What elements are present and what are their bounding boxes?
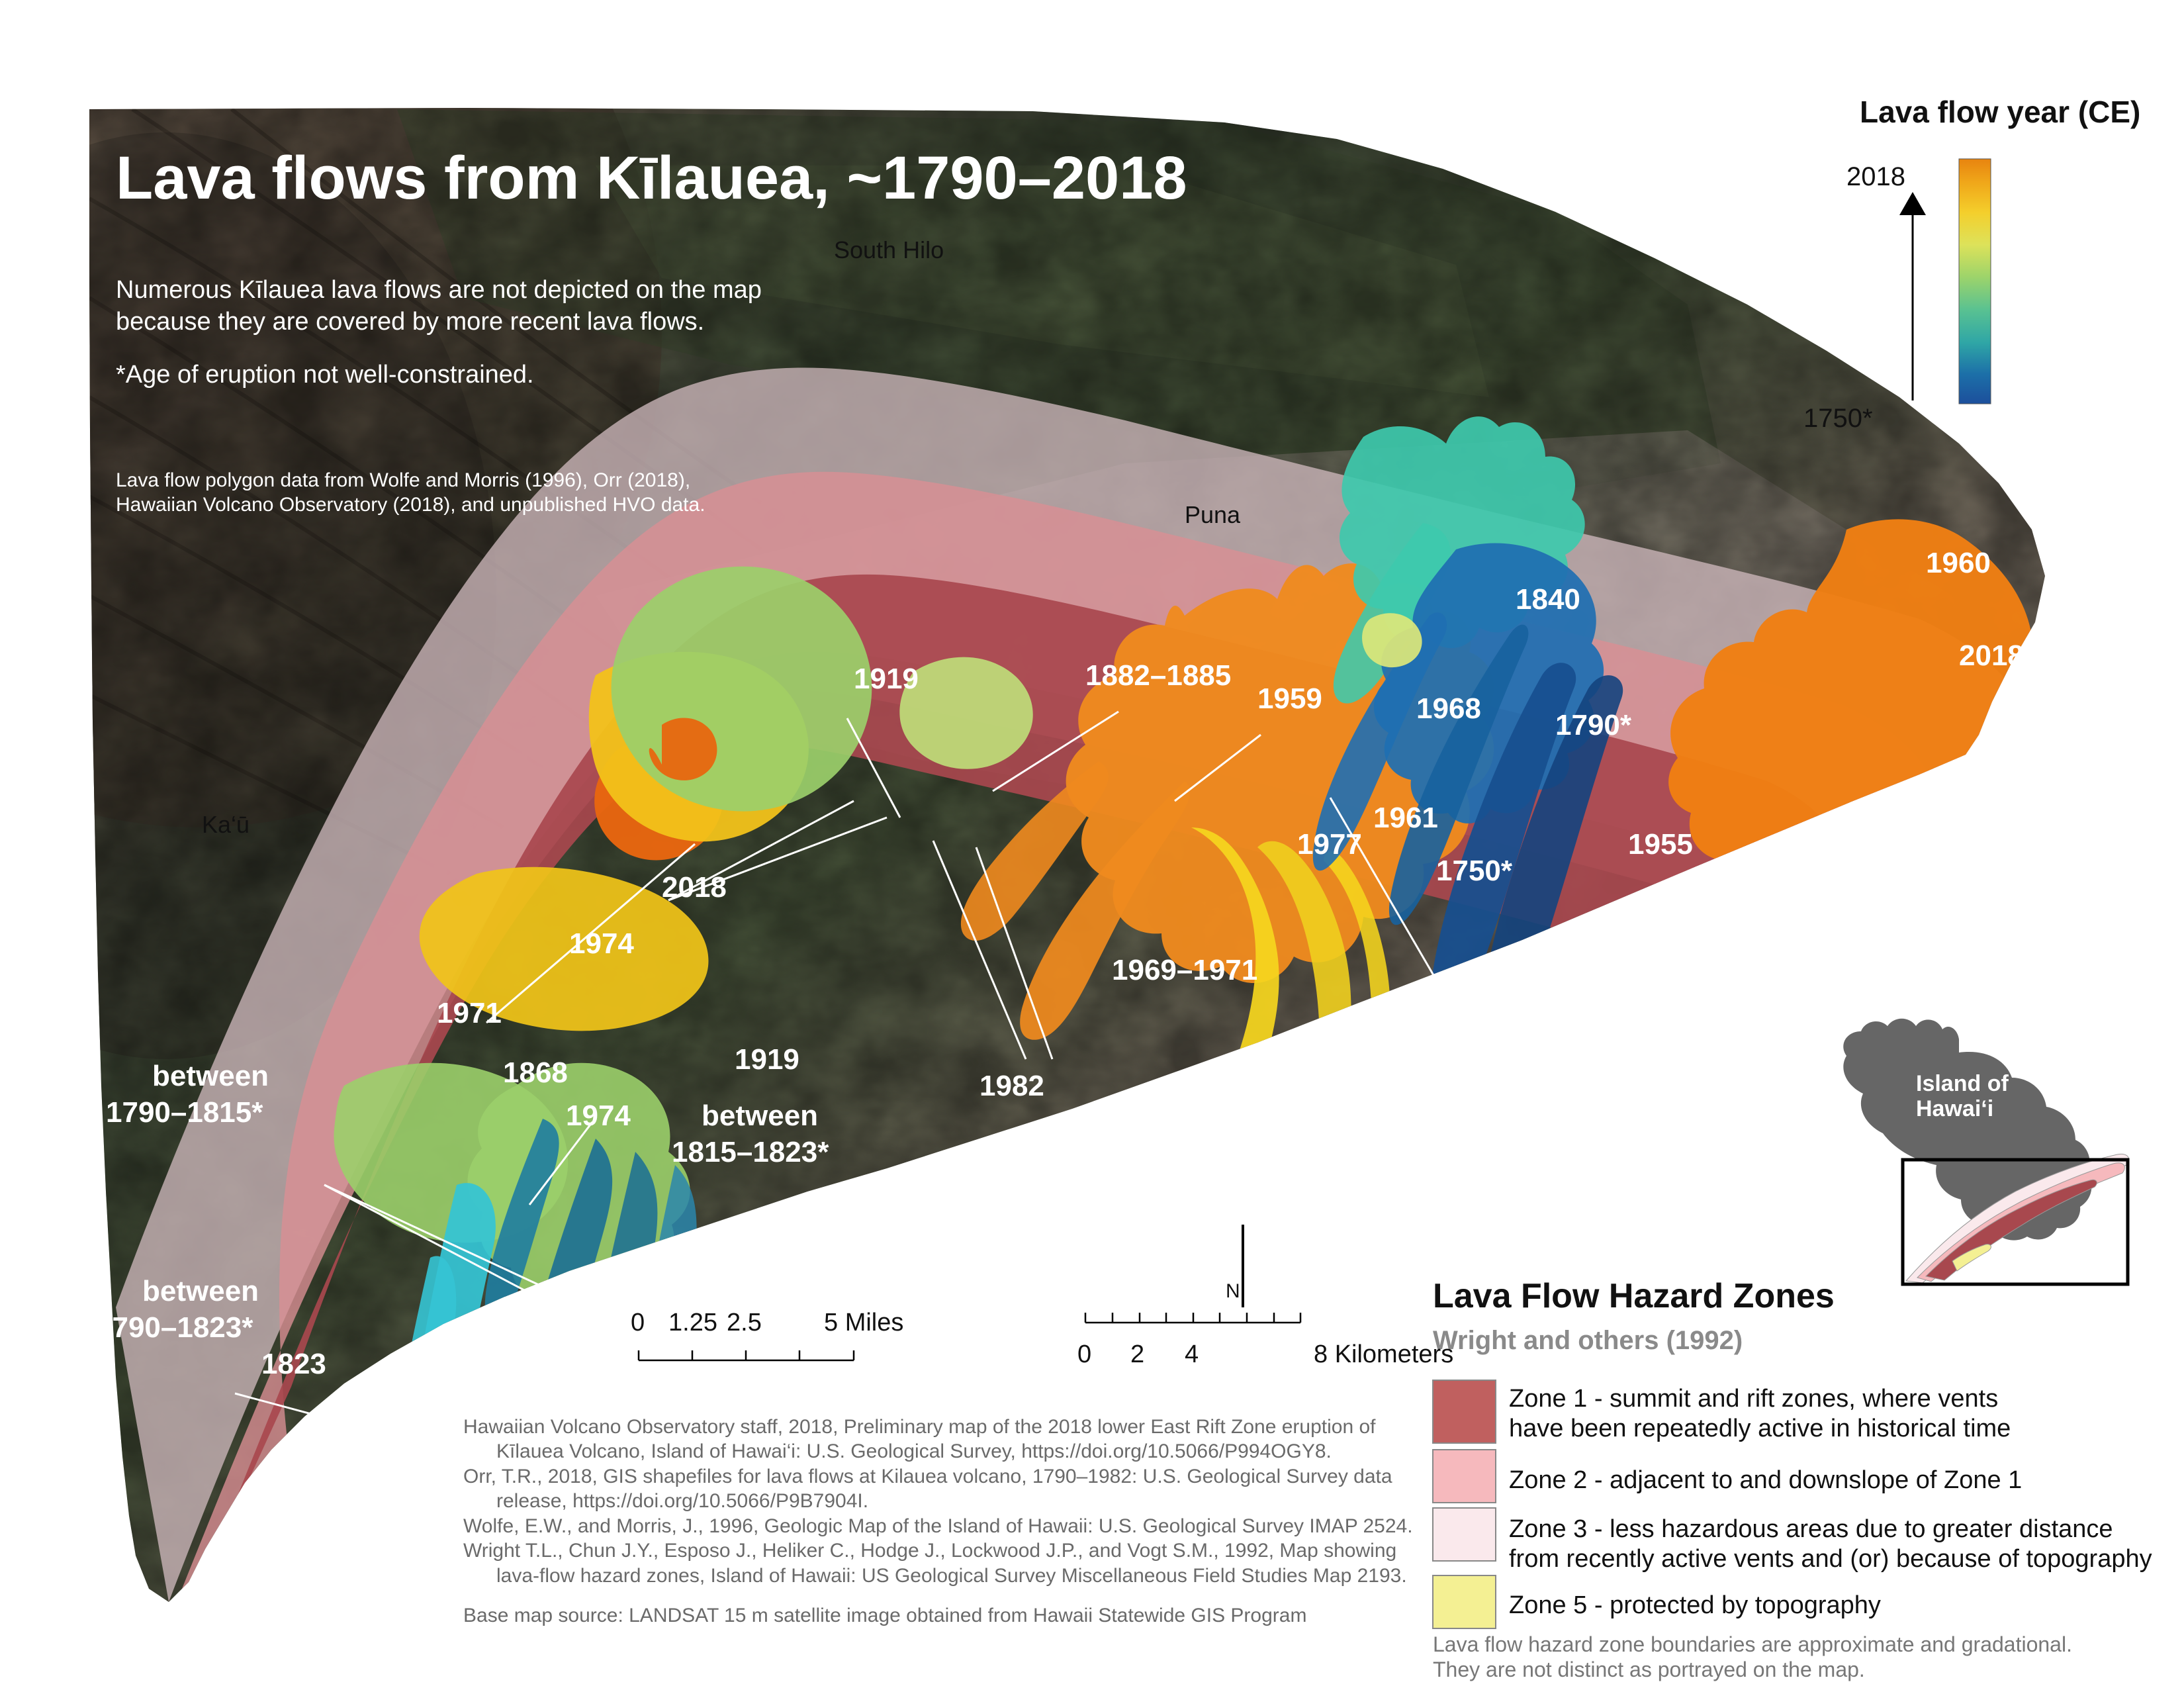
svg-text:Numerous Kīlauea lava flows ar: Numerous Kīlauea lava flows are not depi… <box>116 276 762 304</box>
svg-text:*Age of eruption not well-cons: *Age of eruption not well-constrained. <box>116 361 534 389</box>
svg-text:1919: 1919 <box>854 663 919 695</box>
svg-text:between: between <box>142 1275 259 1307</box>
svg-text:Hawaiian Volcano Observatory (: Hawaiian Volcano Observatory (2018), and… <box>116 494 705 516</box>
svg-text:Lava flow hazard zone boundari: Lava flow hazard zone boundaries are app… <box>1433 1632 2072 1656</box>
svg-text:South Hilo: South Hilo <box>834 236 944 263</box>
svg-text:Orr, T.R., 2018, GIS shapefile: Orr, T.R., 2018, GIS shapefiles for lava… <box>463 1466 1392 1487</box>
svg-text:Lava flow polygon data from Wo: Lava flow polygon data from Wolfe and Mo… <box>116 469 690 491</box>
svg-text:8 Kilometers: 8 Kilometers <box>1314 1340 1453 1368</box>
svg-text:2018: 2018 <box>1959 639 2024 672</box>
svg-text:1840: 1840 <box>1516 583 1580 616</box>
svg-text:Lava flows from Kīlauea, ~1790: Lava flows from Kīlauea, ~1790–2018 <box>116 144 1187 212</box>
svg-text:Zone 3 - less hazardous areas: Zone 3 - less hazardous areas due to gre… <box>1509 1515 2113 1543</box>
svg-text:1982: 1982 <box>979 1070 1044 1102</box>
svg-text:Wright and others (1992): Wright and others (1992) <box>1433 1326 1743 1355</box>
svg-text:Hawaiian Volcano Observatory s: Hawaiian Volcano Observatory staff, 2018… <box>463 1416 1376 1438</box>
svg-text:between: between <box>702 1100 818 1132</box>
svg-text:because they are covered by mo: because they are covered by more recent … <box>116 308 704 336</box>
svg-text:1882–1885: 1882–1885 <box>1085 659 1231 692</box>
svg-text:Lava Flow Hazard Zones: Lava Flow Hazard Zones <box>1433 1277 1835 1315</box>
svg-text:1919: 1919 <box>735 1043 799 1076</box>
svg-text:Hawai‘i: Hawai‘i <box>1916 1096 1993 1121</box>
svg-text:between: between <box>152 1060 269 1092</box>
svg-text:Kīlauea Volcano, Island of Haw: Kīlauea Volcano, Island of Hawai‘i: U.S.… <box>496 1440 1332 1462</box>
svg-text:0: 0 <box>631 1309 645 1336</box>
svg-text:1961: 1961 <box>1373 802 1438 834</box>
svg-text:1960: 1960 <box>1926 547 1991 579</box>
svg-text:1968: 1968 <box>1416 692 1481 725</box>
svg-text:1959: 1959 <box>1257 682 1322 715</box>
svg-text:5 Miles: 5 Miles <box>824 1309 903 1336</box>
svg-text:N: N <box>1226 1280 1240 1302</box>
svg-text:1955: 1955 <box>1628 828 1693 861</box>
svg-text:1971: 1971 <box>437 997 502 1029</box>
svg-text:Zone 5 - protected by topograp: Zone 5 - protected by topography <box>1509 1591 1881 1619</box>
svg-text:0: 0 <box>1077 1340 1091 1368</box>
svg-text:release, https://doi.org/10.50: release, https://doi.org/10.5066/P9B7904… <box>496 1490 868 1512</box>
svg-text:2.5: 2.5 <box>727 1309 762 1336</box>
svg-text:from recently active vents and: from recently active vents and (or) beca… <box>1509 1545 2152 1573</box>
svg-text:1972–1974: 1972–1974 <box>1387 987 1533 1019</box>
svg-text:1974: 1974 <box>566 1100 631 1132</box>
svg-text:Island of: Island of <box>1916 1071 2009 1096</box>
svg-text:2: 2 <box>1130 1340 1144 1368</box>
svg-text:Wolfe, E.W., and Morris, J., 1: Wolfe, E.W., and Morris, J., 1996, Geolo… <box>463 1515 1413 1537</box>
svg-text:1790–1815*: 1790–1815* <box>106 1096 263 1129</box>
svg-text:Puna: Puna <box>1185 501 1241 528</box>
svg-text:Zone 1 - summit and rift zones: Zone 1 - summit and rift zones, where ve… <box>1509 1385 1998 1413</box>
svg-text:They are not distinct as portr: They are not distinct as portrayed on th… <box>1433 1658 1865 1681</box>
svg-text:Base map source: LANDSAT 15 m: Base map source: LANDSAT 15 m satellite … <box>463 1605 1306 1626</box>
svg-text:1974: 1974 <box>569 927 634 960</box>
svg-text:2018: 2018 <box>662 871 727 904</box>
svg-text:1750*: 1750* <box>1436 855 1513 887</box>
svg-text:1815–1823*: 1815–1823* <box>672 1136 829 1168</box>
svg-text:Zone 2 - adjacent to and downs: Zone 2 - adjacent to and downslope of Zo… <box>1509 1466 2022 1494</box>
svg-text:have been repeatedly active in: have been repeatedly active in historica… <box>1509 1415 2011 1442</box>
svg-text:Wright T.L., Chun J.Y., Esposo: Wright T.L., Chun J.Y., Esposo J., Helik… <box>463 1540 1396 1562</box>
svg-text:1.25: 1.25 <box>668 1309 717 1336</box>
svg-text:1790–1823*: 1790–1823* <box>96 1311 253 1344</box>
svg-text:1790*: 1790* <box>1555 709 1632 741</box>
svg-text:2018: 2018 <box>1846 162 1905 191</box>
svg-text:Lava flow year (CE): Lava flow year (CE) <box>1860 95 2140 129</box>
svg-text:1969–1971: 1969–1971 <box>1112 954 1257 986</box>
svg-text:4: 4 <box>1185 1340 1199 1368</box>
svg-text:lava-flow hazard zones, Island: lava-flow hazard zones, Island of Hawaii… <box>496 1565 1407 1587</box>
svg-text:1823: 1823 <box>261 1348 326 1380</box>
svg-text:1868: 1868 <box>503 1056 568 1089</box>
svg-text:Ka‘ū: Ka‘ū <box>202 811 250 838</box>
svg-text:1977: 1977 <box>1297 828 1362 861</box>
svg-text:1750*: 1750* <box>1803 404 1873 433</box>
